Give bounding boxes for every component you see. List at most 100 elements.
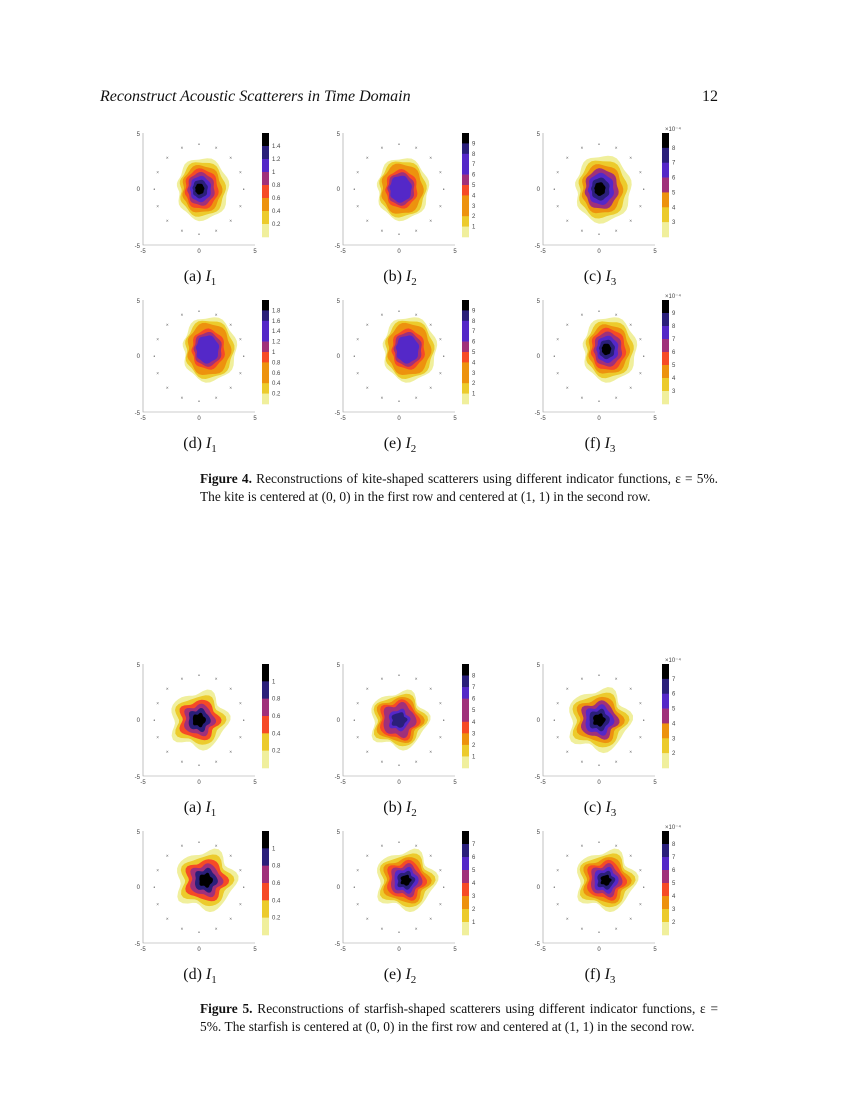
receiver-marker: × xyxy=(566,687,569,692)
colorbar-segment xyxy=(462,831,469,845)
x-tick-label: -5 xyxy=(140,416,146,422)
y-tick-label: -5 xyxy=(335,411,341,417)
colorbar-segment xyxy=(262,310,269,322)
receiver-marker: × xyxy=(356,205,359,210)
receiver-marker: × xyxy=(429,323,432,328)
contour-level xyxy=(398,338,417,361)
receiver-marker: × xyxy=(366,323,369,328)
receiver-marker: × xyxy=(380,314,383,319)
colorbar-tick-label: 4 xyxy=(472,881,476,887)
indicator-symbol: I xyxy=(604,966,610,983)
colorbar-tick-label: 5 xyxy=(472,868,476,874)
receiver-marker: × xyxy=(366,156,369,161)
colorbar-tick-label: 0.6 xyxy=(272,881,281,887)
colorbar-segment xyxy=(262,159,269,173)
y-tick-label: -5 xyxy=(335,244,341,250)
contour-plot: 5 0 -5-5 0 5 • × × × • × × × • × × × • × × × 7 6 5 4 3 2 1 xyxy=(335,830,476,953)
figure5-panel-e: 5 0 -5 -5 0 5 • × × × • × × × • × × × • × × × 7 6 5 4 3 2 1 xyxy=(333,826,503,956)
receiver-marker: • xyxy=(198,841,200,846)
receiver-marker: × xyxy=(356,903,359,908)
colorbar-segment xyxy=(462,310,469,322)
colorbar-tick-label: 3 xyxy=(672,220,676,226)
receiver-marker: × xyxy=(439,205,442,210)
contour-plot: 5 0 -5-5 0 5 • × × × • × × × • × × × • × × × 8 7 6 5 4 3 2 ×10⁻⁴ xyxy=(535,824,682,953)
receiver-marker: × xyxy=(566,751,569,756)
colorbar-tick-label: 1.6 xyxy=(272,319,281,325)
colorbar-segment xyxy=(662,896,669,910)
colorbar-tick-label: 3 xyxy=(672,907,676,913)
receiver-marker: × xyxy=(639,171,642,176)
figure5-panel-b: 5 0 -5 -5 0 5 • × × × • × × × • × × × • × × × 8 7 6 5 4 3 2 1 xyxy=(333,659,503,789)
colorbar-segment xyxy=(462,174,469,186)
indicator-subscript: 3 xyxy=(610,807,617,820)
colorbar-segment xyxy=(462,896,469,910)
colorbar-tick-label: 9 xyxy=(472,308,476,314)
colorbar-tick-label: 8 xyxy=(672,146,676,152)
receiver-marker: × xyxy=(180,845,183,850)
indicator-symbol: I xyxy=(205,268,211,285)
colorbar-segment xyxy=(262,185,269,199)
axes xyxy=(142,300,255,413)
receiver-marker: × xyxy=(229,854,232,859)
colorbar-tick-label: 7 xyxy=(672,855,676,861)
colorbar-segment xyxy=(462,756,469,769)
receiver-marker: × xyxy=(566,854,569,859)
x-tick-label: 5 xyxy=(653,249,657,255)
colorbar-segment xyxy=(462,300,469,311)
colorbar-segment xyxy=(662,883,669,897)
x-tick-label: 0 xyxy=(397,780,401,786)
axes xyxy=(142,664,255,777)
colorbar-segment xyxy=(262,146,269,160)
receiver-marker: × xyxy=(429,387,432,392)
receiver-marker: × xyxy=(156,171,159,176)
figure5-panel-a: 5 0 -5 -5 0 5 • × × × • × × × • × × × • × × × 1 0.8 0.6 0.4 0.2 xyxy=(133,659,303,789)
axes xyxy=(142,133,255,246)
receiver-marker: × xyxy=(415,229,418,234)
x-tick-label: -5 xyxy=(140,947,146,953)
caption-label: Figure 4. xyxy=(200,471,252,486)
y-tick-label: 0 xyxy=(137,718,141,724)
colorbar-segment xyxy=(662,664,669,680)
colorbar-tick-label: 0.8 xyxy=(272,183,281,189)
receiver-marker: × xyxy=(429,854,432,859)
receiver-marker: × xyxy=(215,760,218,765)
receiver-marker: × xyxy=(556,205,559,210)
receiver-marker: × xyxy=(439,372,442,377)
colorbar-segment xyxy=(462,710,469,723)
axes xyxy=(542,133,655,246)
contour-plot: 5 0 -5-5 0 5 • × × × • × × × • × × × • × × × 9 8 7 6 5 4 3 2 1 xyxy=(335,299,476,422)
receiver-marker: × xyxy=(639,736,642,741)
colorbar-segment xyxy=(462,133,469,144)
receiver-marker: × xyxy=(239,372,242,377)
receiver-marker: × xyxy=(156,903,159,908)
receiver-marker: • xyxy=(643,355,645,360)
colorbar-tick-label: 1.2 xyxy=(272,157,281,163)
indicator-subscript: 1 xyxy=(211,443,217,456)
receiver-marker: × xyxy=(566,156,569,161)
receiver-marker: × xyxy=(629,220,632,225)
colorbar-tick-label: 4 xyxy=(472,193,476,199)
colorbar-segment xyxy=(262,883,269,901)
receiver-marker: × xyxy=(615,314,618,319)
colorbar-segment xyxy=(662,207,669,223)
figure4-panel-f: 5 0 -5 -5 0 5 • × × × • × × × • × × × • × × × 9 8 7 6 5 4 3 ×10⁻⁴ xyxy=(533,293,703,425)
colorbar-tick-label: 6 xyxy=(472,173,476,179)
colorbar-tick-label: 0.2 xyxy=(272,916,281,922)
indicator-subscript: 1 xyxy=(211,974,217,987)
indicator-subscript: 1 xyxy=(210,807,217,820)
colorbar-tick-label: 0.8 xyxy=(272,864,281,870)
receiver-marker: × xyxy=(239,869,242,874)
colorbar-tick-label: 1 xyxy=(472,754,476,760)
receiver-marker: • xyxy=(153,719,155,724)
receiver-marker: × xyxy=(566,323,569,328)
receiver-marker: • xyxy=(198,310,200,315)
figure4-panel-c: 5 0 -5 -5 0 5 • × × × • × × × • × × × • × × × 8 7 6 5 4 3 ×10⁻⁴ xyxy=(533,126,703,258)
colorbar-segment xyxy=(462,922,469,936)
colorbar-segment xyxy=(662,147,669,164)
subfigure-label: (d) I1 xyxy=(140,966,260,986)
receiver-marker: × xyxy=(215,147,218,152)
axes xyxy=(142,831,255,944)
colorbar-segment xyxy=(462,393,469,405)
subfigure-label: (d) I1 xyxy=(140,435,260,455)
receiver-marker: × xyxy=(156,205,159,210)
